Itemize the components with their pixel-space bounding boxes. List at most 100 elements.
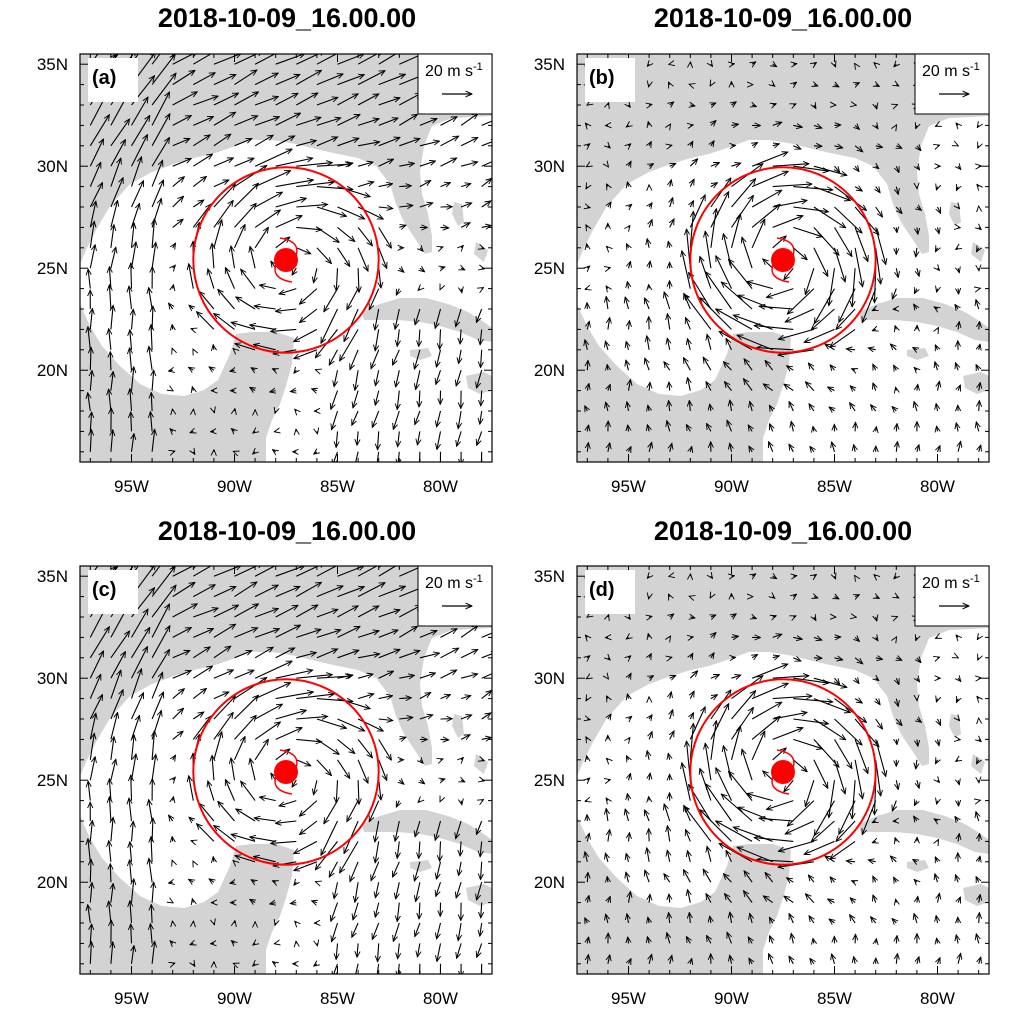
wind-vector — [649, 261, 650, 269]
wind-vector — [626, 342, 628, 350]
wind-vector — [130, 389, 132, 412]
wind-vector — [193, 116, 213, 126]
wind-vector — [586, 166, 587, 167]
wind-vector — [357, 119, 379, 126]
wind-vector — [751, 152, 788, 167]
wind-vector — [214, 923, 215, 925]
wind-vector — [649, 285, 650, 289]
wind-vector — [213, 112, 236, 126]
wind-vector — [456, 820, 462, 839]
wind-vector — [605, 341, 608, 350]
wind-vector — [744, 359, 753, 371]
lat-tick-label: 25N — [534, 771, 565, 790]
wind-vector — [836, 308, 856, 329]
wind-vector — [393, 410, 400, 429]
wind-vector — [358, 780, 359, 804]
wind-vector — [769, 405, 772, 411]
wind-vector — [250, 246, 256, 269]
wind-vector — [296, 70, 321, 86]
wind-vector — [375, 390, 379, 406]
wind-vector — [351, 410, 359, 425]
wind-vector — [172, 159, 192, 167]
wind-vector — [668, 241, 670, 248]
wind-vector — [936, 187, 937, 190]
wind-vector — [647, 239, 649, 248]
wind-vector — [854, 247, 863, 287]
wind-vector — [608, 678, 609, 679]
wind-vector — [670, 124, 671, 125]
wind-vector — [420, 780, 425, 784]
wind-vector — [854, 145, 863, 152]
wind-vector — [629, 204, 632, 207]
wind-vector — [350, 861, 359, 882]
wind-vector — [151, 242, 156, 269]
wind-vector — [804, 328, 835, 342]
wind-vector — [111, 737, 114, 760]
wind-vector — [197, 824, 215, 842]
wind-vector — [814, 63, 817, 65]
wind-vector — [935, 125, 937, 127]
wind-vector — [793, 576, 797, 577]
wind-vector — [670, 198, 673, 208]
wind-vector — [396, 370, 400, 387]
wind-vector — [90, 942, 91, 964]
wind-vector — [317, 431, 318, 434]
wind-vector — [213, 93, 239, 106]
wind-vector — [241, 781, 256, 801]
wind-vector — [456, 308, 462, 327]
wind-vector — [337, 759, 350, 779]
wind-vector — [751, 190, 782, 208]
wind-vector — [876, 166, 879, 168]
lat-tick-label: 35N — [37, 567, 68, 586]
wind-vector — [670, 657, 672, 658]
wind-vector — [647, 425, 649, 432]
wind-vector — [151, 393, 152, 412]
wind-vector — [710, 85, 711, 86]
wind-vector — [213, 184, 235, 208]
wind-vector — [233, 451, 234, 452]
wind-vector — [770, 424, 773, 432]
panel-title-d: 2018-10-09_16.00.00 — [654, 516, 912, 546]
wind-vector — [172, 837, 173, 842]
wind-vector — [710, 183, 718, 187]
wind-vector — [368, 288, 380, 310]
hurricane-spiral-arm — [771, 259, 790, 283]
wind-vector — [629, 447, 632, 452]
wind-vector — [458, 922, 461, 941]
wind-vector — [649, 142, 651, 146]
wind-vector — [315, 882, 317, 883]
wind-vector — [294, 840, 318, 853]
wind-vector — [460, 114, 478, 126]
wind-vector — [90, 924, 91, 944]
wind-vector — [813, 165, 847, 175]
wind-vector — [395, 820, 400, 841]
wind-vector — [193, 96, 218, 106]
wind-vector — [399, 225, 406, 227]
wind-vector — [241, 269, 256, 289]
wind-vector — [955, 305, 958, 310]
wind-vector — [189, 305, 193, 309]
wind-vector — [587, 443, 588, 452]
wind-vector — [193, 54, 219, 65]
wind-vector — [273, 450, 276, 452]
wind-vector — [290, 903, 296, 904]
wind-vector — [608, 202, 611, 207]
wind-vector — [316, 118, 341, 126]
wind-vector — [378, 74, 406, 86]
wind-vector — [132, 735, 135, 760]
wind-vector — [193, 154, 212, 167]
wind-vector — [721, 282, 753, 310]
wind-vector — [357, 247, 368, 271]
wind-vector — [189, 879, 194, 882]
wind-vector — [460, 329, 461, 344]
wind-vector — [173, 451, 175, 452]
wind-vector — [460, 138, 478, 147]
wind-vector — [835, 85, 839, 87]
lon-tick-label: 80W — [423, 989, 458, 1008]
wind-vector — [130, 203, 140, 228]
wind-vector — [914, 289, 917, 294]
wind-vector — [834, 227, 852, 256]
wind-vector — [336, 943, 337, 959]
wind-vector — [855, 575, 856, 576]
reference-vector-b: 20 m s-1 — [914, 53, 990, 115]
